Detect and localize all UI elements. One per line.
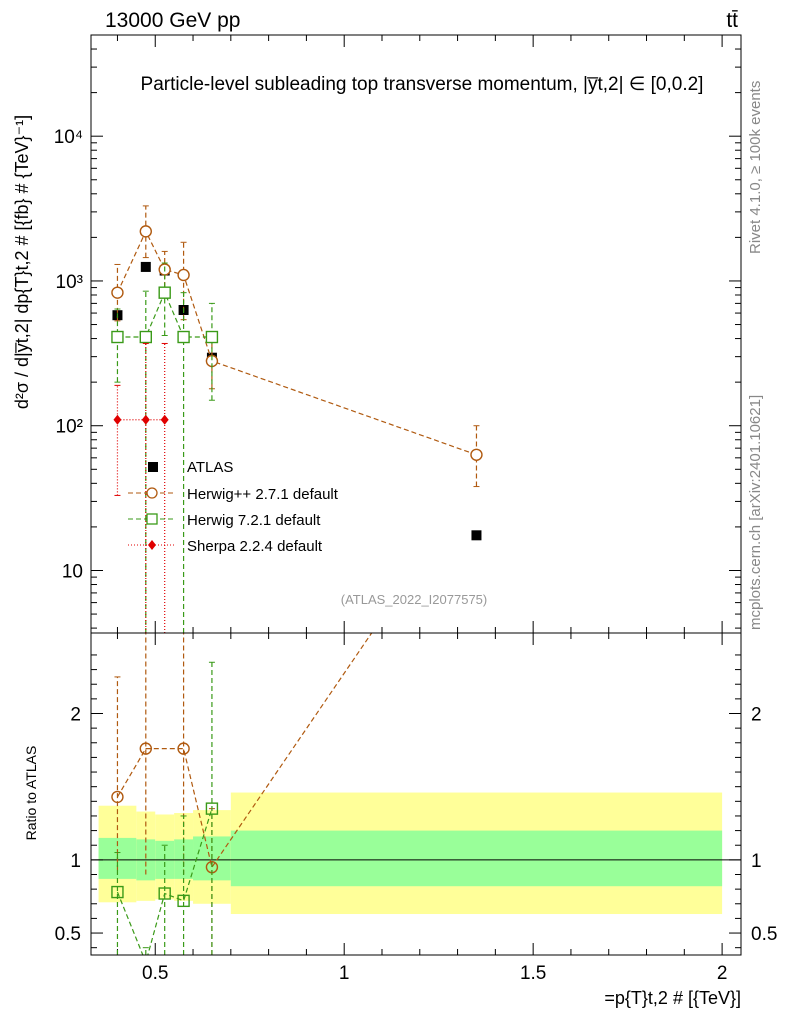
main-y-tick-label: 10⁴ (54, 127, 83, 148)
ratio-y-tick-label-right: 1 (751, 851, 762, 872)
mc-data-point (177, 268, 190, 282)
atlas-data-point (471, 530, 482, 541)
ratio-data-point (177, 894, 190, 908)
legend-entry-herwigpp: Herwig++ 2.7.1 default (128, 486, 339, 503)
mc-data-point (177, 330, 190, 344)
legend: ATLAS Herwig++ 2.7.1 default Herwig 7.2.… (128, 459, 339, 555)
stat-uncertainty-band (230, 830, 723, 887)
mc-data-point (113, 414, 122, 425)
mc-data-point (141, 414, 150, 425)
x-tick-label: 2 (717, 963, 728, 984)
ratio-data-point (111, 885, 124, 899)
ratio-data-point (205, 802, 219, 815)
ratio-ticks: 0.5 0.5 1 1 2 2 0.5 1 1.5 2 (55, 633, 777, 984)
ratio-y-tick-label-left: 0.5 (55, 924, 81, 945)
mc-data-point (111, 330, 124, 344)
ratio-plot-panel: Ratio to ATLAS =p{T}t,2 # [{TeV}] 0.5 0.5… (23, 632, 777, 1008)
mc-data-point (139, 225, 152, 238)
legend-entry-atlas: ATLAS (148, 459, 233, 476)
series-3 (113, 342, 169, 633)
main-y-axis-label: d²σ / d|y̅t,2| dp{T}t,2 # [{fb} # {TeV}⁻… (12, 115, 32, 409)
plot-title: Particle-level subleading top transverse… (141, 74, 704, 95)
x-tick-label: 1 (339, 963, 350, 984)
ratio-y-axis-label: Ratio to ATLAS (23, 746, 39, 841)
main-plot-panel: Particle-level subleading top transverse… (12, 34, 742, 634)
x-axis-label: =p{T}t,2 # [{TeV}] (604, 988, 741, 1008)
ratio-plot-frame (90, 632, 742, 956)
ratio-y-tick-label-right: 2 (751, 705, 762, 726)
ratio-data-point (158, 887, 171, 900)
ratio-data-point (177, 742, 190, 755)
legend-entry-herwig7: Herwig 7.2.1 default (128, 512, 321, 529)
main-y-tick-label: 10² (56, 417, 83, 438)
ratio-data-point (139, 742, 152, 755)
series-2 (111, 262, 219, 633)
rivet-version-label: Rivet 4.1.0, ≥ 100k events (747, 81, 764, 254)
mc-data-point (160, 414, 169, 425)
main-y-ticks: 10 10² 10³ 10⁴ (54, 34, 741, 633)
mc-data-point (470, 448, 483, 461)
x-tick-label: 0.5 (142, 963, 168, 984)
mc-data-point (205, 330, 219, 344)
mc-data-point (158, 286, 171, 299)
ratio-series-line (116, 633, 373, 869)
ratio-y-tick-label-right: 0.5 (751, 924, 777, 945)
mc-data-point (111, 286, 124, 299)
atlas-data-point (140, 261, 151, 272)
x-tick-label: 1.5 (520, 963, 546, 984)
ratio-uncertainty-bands (98, 792, 723, 915)
legend-label-herwig7: Herwig 7.2.1 default (187, 512, 321, 529)
legend-entry-sherpa: Sherpa 2.2.4 default (128, 538, 323, 555)
main-y-tick-label: 10 (62, 561, 83, 582)
ratio-data-point (111, 790, 124, 804)
legend-label-herwigpp: Herwig++ 2.7.1 default (187, 486, 339, 503)
ratio-y-tick-label-left: 1 (70, 851, 81, 872)
legend-label-sherpa: Sherpa 2.2.4 default (187, 538, 323, 555)
header-energy-label: 13000 GeV pp (105, 9, 240, 32)
legend-label-atlas: ATLAS (187, 459, 233, 476)
mcplots-label: mcplots.cern.ch [arXiv:2401.10621] (747, 395, 764, 630)
analysis-watermark: (ATLAS_2022_I2077575) (341, 592, 487, 607)
ratio-series-1 (111, 661, 219, 955)
series-1 (111, 205, 483, 488)
ratio-series (111, 633, 373, 955)
mc-data-point (139, 330, 152, 344)
main-y-tick-label: 10³ (56, 272, 83, 293)
ratio-y-tick-label-left: 2 (70, 705, 81, 726)
header-process-label: tt̄ (726, 9, 738, 32)
mc-series-line (116, 229, 477, 456)
ratio-series-line (116, 808, 213, 955)
stat-uncertainty-band (174, 839, 194, 879)
